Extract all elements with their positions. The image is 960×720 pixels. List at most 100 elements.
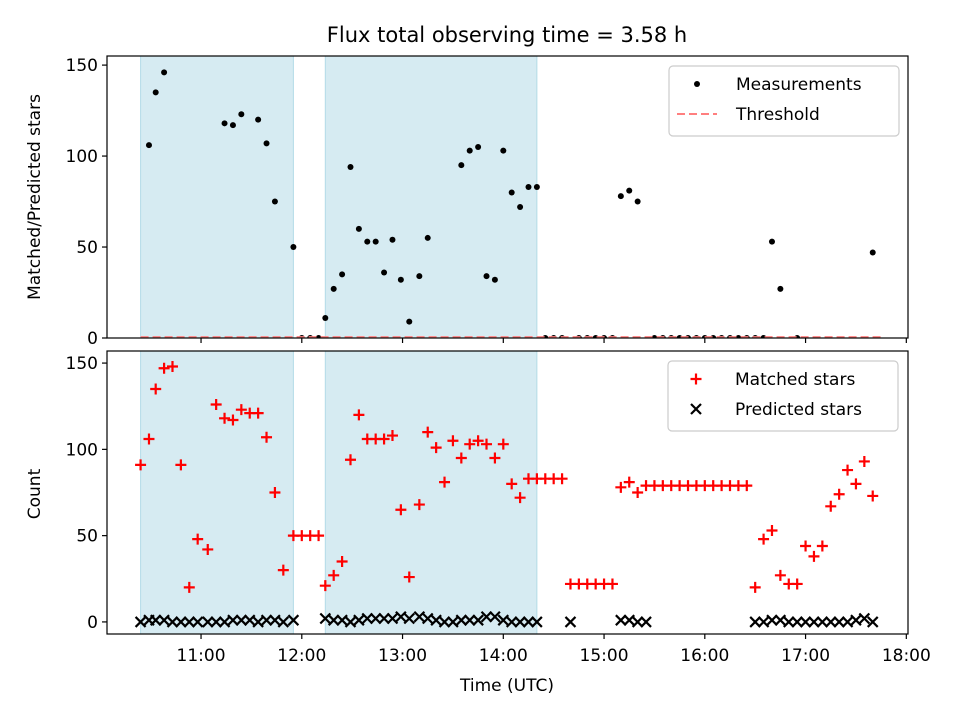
predicted-star-marker: [833, 616, 845, 628]
measurement-point: [517, 204, 524, 211]
observing-window-band: [140, 56, 294, 338]
predicted-star-marker: [319, 612, 332, 625]
predicted-star-marker: [287, 614, 300, 626]
predicted-star-marker: [522, 616, 535, 628]
predicted-star-marker: [327, 614, 340, 626]
y-tick-label: 150: [66, 56, 98, 76]
matched-star-marker: [506, 478, 518, 490]
predicted-star-marker: [201, 616, 214, 628]
predicted-star-marker: [361, 612, 374, 625]
measurement-point: [617, 193, 624, 200]
matched-star-marker: [741, 480, 753, 492]
matched-star-marker: [166, 361, 178, 373]
predicted-star-marker: [369, 612, 382, 625]
matched-star-marker: [336, 556, 348, 568]
predicted-star-marker: [227, 614, 239, 626]
measurement-point: [466, 147, 473, 154]
measurement-point: [491, 276, 498, 283]
measurement-point: [339, 271, 346, 278]
measurement-point: [372, 238, 379, 245]
measurement-point: [271, 198, 278, 205]
matched-star-marker: [481, 438, 493, 450]
predicted-star-marker: [438, 616, 451, 628]
predicted-star-marker: [631, 616, 644, 628]
y-tick-label: 100: [66, 440, 98, 460]
matched-star-marker: [758, 533, 770, 545]
legend: Matched stars Predicted stars: [667, 360, 899, 432]
matched-star-marker: [252, 407, 264, 419]
measurement-point: [626, 187, 633, 194]
matched-star-marker: [328, 569, 340, 581]
matched-star-marker: [269, 487, 281, 498]
measurement-point: [533, 183, 540, 190]
measurement-point: [634, 198, 641, 205]
matched-star-marker: [210, 398, 222, 410]
y-tick-label: 0: [87, 329, 98, 349]
predicted-star-marker: [218, 616, 231, 628]
predicted-star-marker: [403, 612, 416, 625]
matched-star-marker: [135, 459, 147, 471]
predicted-star-marker: [386, 612, 399, 625]
matched-star-marker: [219, 412, 231, 424]
x-tick-label: 13:00: [378, 646, 427, 666]
predicted-star-marker: [799, 616, 812, 628]
matched-star-marker: [850, 478, 862, 490]
matched-star-marker: [455, 452, 467, 464]
matched-star-marker: [430, 442, 442, 454]
matched-star-marker: [313, 530, 325, 542]
y-tick-label: 50: [76, 527, 98, 547]
legend: Measurements Threshold: [668, 65, 900, 137]
matched-star-marker: [606, 578, 618, 590]
x-tick-label: 11:00: [177, 646, 226, 666]
measurement-point: [161, 69, 168, 76]
predicted-star-marker: [378, 612, 390, 625]
measurement-point: [416, 273, 423, 280]
predicted-star-marker: [497, 614, 510, 626]
matched-star-marker: [202, 543, 214, 555]
measurement-point: [221, 120, 228, 127]
predicted-star-marker: [134, 616, 147, 628]
predicted-star-marker: [514, 616, 526, 628]
predicted-star-marker: [808, 616, 820, 628]
matched-star-marker: [623, 476, 635, 488]
bottom-panel: 0 50 100 150 11:00 12:00 13:00 14:00 15:00 16:00 1…: [66, 350, 931, 666]
measurement-point: [735, 335, 742, 338]
matched-star-marker: [615, 481, 627, 493]
matched-star-marker: [422, 426, 434, 438]
predicted-star-marker: [757, 616, 770, 628]
predicted-star-marker: [210, 616, 222, 628]
axes-frame: [106, 350, 909, 635]
measurement-point: [238, 111, 245, 118]
measurement-point: [389, 236, 396, 243]
predicted-star-marker: [489, 610, 501, 623]
matched-star-marker: [800, 540, 812, 552]
predicted-star-marker: [353, 614, 365, 626]
measurement-point: [525, 183, 532, 190]
matched-star-marker: [766, 524, 778, 536]
observing-window-band: [140, 351, 294, 634]
matched-star-marker: [842, 464, 854, 476]
predicted-star-marker: [277, 616, 290, 628]
predicted-star-marker: [463, 614, 476, 626]
predicted-star-marker: [455, 614, 468, 626]
matched-star-marker: [497, 438, 509, 450]
legend-box: [667, 360, 899, 432]
matched-star-marker: [867, 490, 879, 502]
legend-label: Measurements: [736, 75, 862, 95]
matched-star-marker: [143, 433, 155, 445]
matched-star-marker: [472, 435, 484, 447]
predicted-star-marker: [191, 616, 204, 628]
predicted-star-marker: [413, 610, 426, 623]
x-tick-label: 18:00: [882, 646, 931, 666]
predicted-star-marker: [243, 614, 256, 626]
matched-star-marker: [158, 362, 170, 374]
predicted-star-marker: [175, 616, 187, 628]
predicted-star-marker: [260, 614, 273, 626]
top-panel: 0 50 100 150 Measurements Threshold: [66, 55, 909, 349]
measurement-point: [500, 147, 507, 154]
predicted-star-marker: [564, 616, 577, 628]
matched-star-marker: [353, 409, 365, 421]
x-tick-label: 16:00: [680, 646, 729, 666]
measurement-point: [483, 273, 490, 280]
